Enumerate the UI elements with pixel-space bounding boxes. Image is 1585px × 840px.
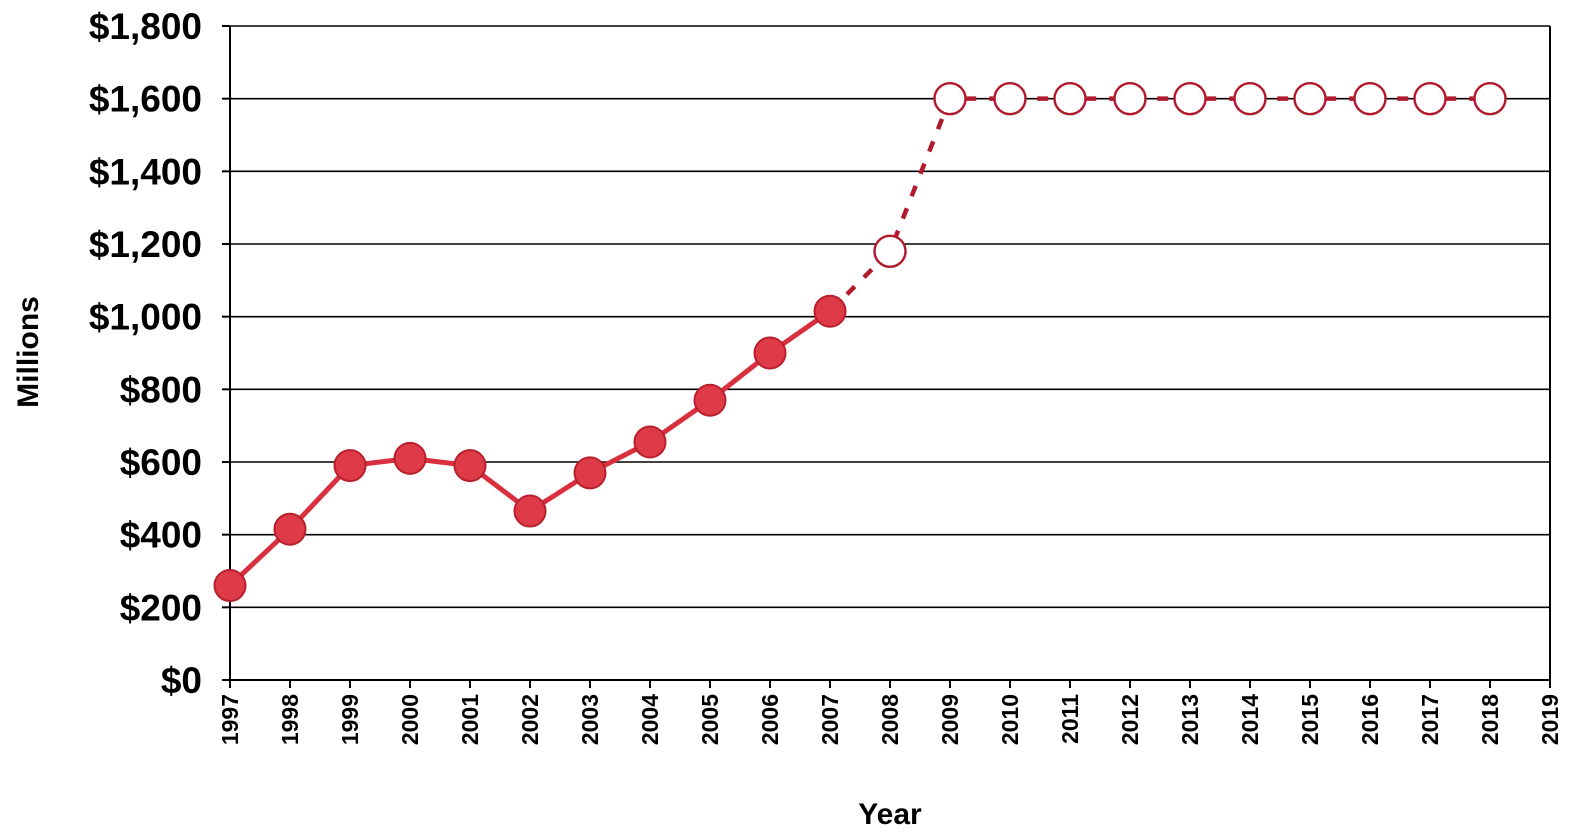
x-tick-label: 2012 [1117,694,1143,745]
actual-data-point [813,294,847,328]
x-tick-label: 2010 [997,694,1023,745]
projected-data-point [1293,81,1327,116]
series-projected-line [828,96,1490,313]
projected-data-point [1113,81,1147,116]
projected-data-point [873,234,907,268]
y-tick-label: $200 [120,587,202,628]
actual-data-point [573,456,607,490]
x-tick-label: 2018 [1477,694,1503,745]
actual-data-point [273,512,307,546]
actual-data-point [753,336,787,370]
actual-data-point [213,569,247,603]
x-tick-label: 2011 [1057,694,1083,744]
x-tick-label: 2019 [1537,694,1563,745]
x-tick-label: 2013 [1177,694,1203,745]
x-tick-label: 1997 [217,694,243,745]
x-tick-label: 2014 [1237,694,1263,745]
x-tick-label: 2008 [877,694,903,745]
x-tick-label: 2015 [1297,694,1323,745]
x-tick-labels: 1997 1998 1999 2000 2001 2002 2003 2004 2005 2006… [217,694,1563,745]
x-tick-label: 2009 [937,694,963,745]
series-markers [213,81,1507,603]
projected-data-point [1173,81,1207,116]
x-tick-label: 2005 [697,694,723,745]
y-tick-label: $800 [120,369,202,410]
y-tick-label: $1,400 [89,151,202,192]
y-tick-label: $1,600 [89,79,202,120]
projected-data-point [1053,81,1087,116]
actual-data-point [333,449,367,483]
y-tick-labels: $0 $200 $400 $600 $800 $1,000 $1,200 $1,400 $1,6… [89,6,202,701]
projected-data-point [1413,81,1447,116]
x-tick-label: 2006 [757,694,783,745]
actual-data-point [453,449,487,483]
projected-data-point [1353,81,1387,116]
x-tick-label: 1998 [277,694,303,745]
y-tick-label: $1,800 [89,6,202,47]
x-tick-label: 2017 [1417,694,1443,745]
x-tick-label: 2001 [457,694,483,745]
y-tick-label: $1,000 [89,297,202,338]
series-actual-line [228,309,832,588]
axes [222,25,1551,688]
actual-data-point [393,441,427,475]
actual-data-point [693,383,727,417]
projected-data-point [993,81,1027,116]
x-tick-label: 2002 [517,694,543,745]
projected-data-point [1233,81,1267,116]
actual-data-point [513,494,547,528]
gridlines [230,25,1550,609]
x-tick-label: 2003 [577,694,603,745]
x-tick-label: 2000 [397,694,423,745]
actual-data-point [633,425,667,459]
y-tick-label: $400 [120,515,202,556]
y-tick-label: $0 [161,660,202,701]
y-axis-title: Millions [12,296,45,408]
x-tick-label: 2004 [637,694,663,745]
y-tick-label: $1,200 [89,224,202,265]
x-tick-label: 2016 [1357,694,1383,745]
x-axis-title: Year [858,798,922,831]
projected-data-point [933,81,967,116]
x-tick-label: 1999 [337,694,363,745]
projected-data-point [1473,81,1507,116]
x-tick-label: 2007 [817,694,843,745]
y-tick-label: $600 [120,442,202,483]
